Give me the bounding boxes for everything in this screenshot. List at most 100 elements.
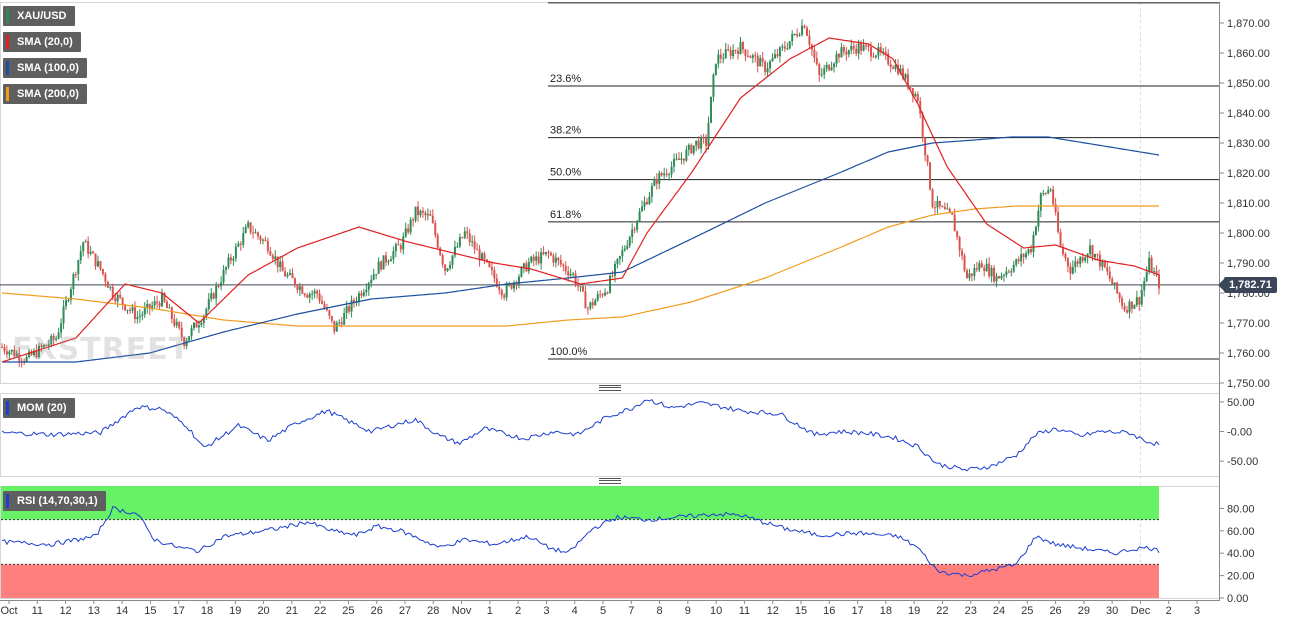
candle-body: [830, 67, 833, 71]
candle-body: [217, 285, 220, 287]
y-tick-label: 60.00: [1227, 526, 1255, 538]
candle-body: [353, 300, 356, 303]
y-tick-label: 1,820.00: [1227, 168, 1270, 180]
x-tick-label: 17: [851, 605, 863, 617]
candle-body: [28, 351, 31, 357]
candle-body: [382, 255, 385, 270]
candle-body: [1012, 264, 1015, 272]
candle-body: [1071, 266, 1074, 274]
candle-body: [385, 255, 388, 263]
legend-item[interactable]: SMA (100,0): [3, 58, 87, 78]
candle-body: [409, 219, 412, 233]
candle-body: [1049, 189, 1052, 191]
candle-body: [567, 271, 570, 276]
candle-body: [1101, 260, 1104, 267]
candle-body: [663, 173, 666, 176]
x-tick-label: 18: [880, 605, 892, 617]
candle-body: [417, 206, 420, 216]
candle-body: [67, 300, 70, 302]
candle-body: [252, 232, 255, 234]
candle-body: [894, 64, 897, 69]
rsi-oversold-zone: [1, 564, 1159, 598]
candle-body: [513, 282, 516, 289]
candle-body: [766, 68, 769, 73]
candle-body: [724, 49, 727, 59]
candle-body: [227, 257, 230, 268]
candle-body: [833, 63, 836, 68]
sma100-line: [2, 136, 1160, 363]
candle-body: [532, 256, 535, 261]
watermark: FXSTREET: [12, 332, 191, 367]
candle-body: [483, 253, 486, 260]
candle-body: [825, 64, 828, 69]
candle-body: [335, 322, 338, 332]
candle-body: [183, 337, 186, 346]
candle-body: [956, 231, 959, 238]
candle-body: [1116, 282, 1119, 293]
candle-body: [340, 322, 343, 325]
candle-body: [697, 140, 700, 149]
candle-body: [1059, 231, 1062, 247]
legend-item[interactable]: SMA (20,0): [3, 32, 81, 52]
candle-body: [540, 252, 543, 264]
x-tick-label: 22: [314, 605, 326, 617]
candle-body: [936, 200, 939, 208]
x-tick-label: 15: [144, 605, 156, 617]
candle-body: [739, 42, 742, 55]
candle-body: [468, 233, 471, 243]
candle-body: [796, 33, 799, 36]
legend-item[interactable]: XAU/USD: [3, 6, 75, 26]
candle-body: [207, 299, 210, 309]
candle-body: [687, 144, 690, 150]
candle-body: [1057, 212, 1060, 232]
x-tick-label: 25: [342, 605, 354, 617]
candle-body: [798, 34, 801, 36]
candle-body: [737, 51, 740, 55]
candle-body: [837, 54, 840, 58]
mom-legend[interactable]: MOM (20): [3, 398, 75, 418]
candle-body: [562, 264, 565, 266]
candle-body: [200, 323, 203, 326]
candle-body: [941, 206, 944, 208]
candle-body: [1150, 257, 1153, 272]
y-tick-label: 0.00: [1227, 593, 1248, 605]
panel-resize-handle[interactable]: [599, 478, 621, 484]
candle-body: [751, 55, 754, 58]
candle-body: [188, 336, 191, 341]
rsi-legend[interactable]: RSI (14,70,30,1): [3, 491, 106, 511]
candle-body: [801, 25, 804, 35]
candle-body: [158, 303, 161, 307]
candle-body: [874, 55, 877, 58]
legend-item[interactable]: SMA (200,0): [3, 84, 87, 104]
legend-swatch: [6, 9, 9, 23]
candle-body: [860, 43, 863, 51]
candle-body: [119, 294, 122, 298]
candle-body: [530, 256, 533, 263]
candle-body: [249, 222, 252, 233]
candle-body: [193, 322, 196, 328]
panel-resize-handle[interactable]: [599, 385, 621, 391]
candle-body: [237, 243, 240, 247]
candle-body: [771, 58, 774, 62]
x-tick-label: 19: [908, 605, 920, 617]
candle-body: [205, 308, 208, 316]
candle-body: [916, 94, 919, 102]
candle-body: [1064, 253, 1067, 259]
candle-body: [387, 261, 390, 263]
candle-body: [741, 42, 744, 50]
candle-body: [569, 274, 572, 276]
x-tick-label: 29: [1078, 605, 1090, 617]
candle-body: [37, 345, 40, 358]
candle-body: [461, 237, 464, 239]
x-tick-label: 11: [32, 605, 43, 617]
candle-body: [111, 286, 114, 298]
candle-body: [15, 353, 18, 357]
candle-body: [970, 273, 973, 276]
candle-body: [1118, 292, 1121, 299]
candle-body: [419, 210, 422, 216]
candle-body: [527, 262, 530, 272]
rsi-line: [1, 506, 1160, 578]
candle-body: [232, 258, 235, 261]
